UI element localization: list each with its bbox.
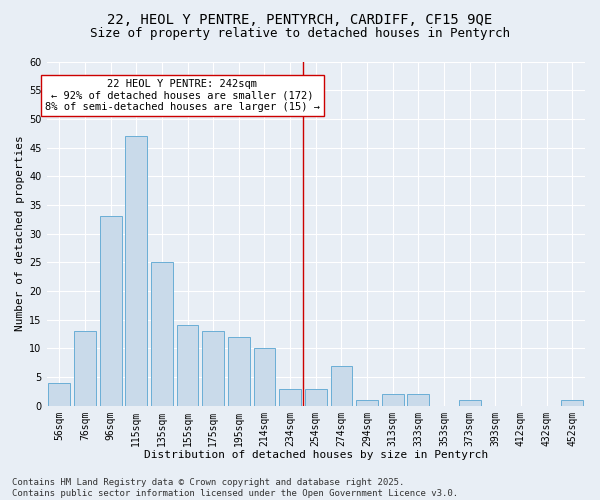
Bar <box>305 388 326 406</box>
Text: Size of property relative to detached houses in Pentyrch: Size of property relative to detached ho… <box>90 28 510 40</box>
Bar <box>100 216 122 406</box>
Bar <box>279 388 301 406</box>
Bar <box>228 337 250 406</box>
Text: 22, HEOL Y PENTRE, PENTYRCH, CARDIFF, CF15 9QE: 22, HEOL Y PENTRE, PENTYRCH, CARDIFF, CF… <box>107 12 493 26</box>
Bar <box>49 383 70 406</box>
Bar <box>407 394 429 406</box>
Text: 22 HEOL Y PENTRE: 242sqm
← 92% of detached houses are smaller (172)
8% of semi-d: 22 HEOL Y PENTRE: 242sqm ← 92% of detach… <box>45 78 320 112</box>
Bar <box>561 400 583 406</box>
X-axis label: Distribution of detached houses by size in Pentyrch: Distribution of detached houses by size … <box>143 450 488 460</box>
Bar <box>202 331 224 406</box>
Y-axis label: Number of detached properties: Number of detached properties <box>15 136 25 332</box>
Bar <box>459 400 481 406</box>
Bar <box>331 366 352 406</box>
Bar <box>176 326 199 406</box>
Text: Contains HM Land Registry data © Crown copyright and database right 2025.
Contai: Contains HM Land Registry data © Crown c… <box>12 478 458 498</box>
Bar <box>125 136 147 406</box>
Bar <box>254 348 275 406</box>
Bar <box>74 331 96 406</box>
Bar <box>382 394 404 406</box>
Bar <box>356 400 378 406</box>
Bar <box>151 262 173 406</box>
